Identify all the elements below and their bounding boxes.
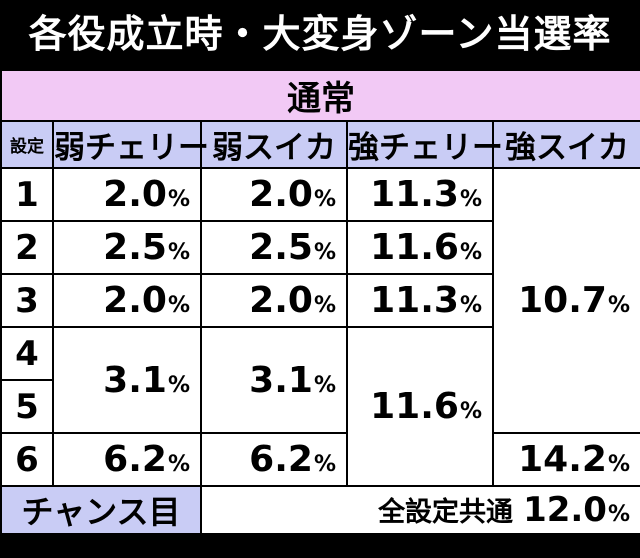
setting-cell: 3	[0, 273, 54, 328]
strong-watermelon-cell-merged: 10.7%	[492, 167, 640, 434]
table-row: 2 2.5% 2.5% 11.6%	[0, 220, 640, 275]
table-row: 4 3.1% 3.1% 11.6%	[0, 326, 640, 487]
header-weak-watermelon: 弱スイカ	[200, 120, 348, 169]
chance-common-label: 全設定共通	[378, 497, 514, 528]
setting-cell: 4	[0, 326, 54, 381]
weak-cherry-cell: 6.2%	[52, 432, 202, 487]
header-strong-watermelon: 強スイカ	[492, 120, 640, 169]
strong-cherry-cell-merged: 11.6%	[346, 326, 494, 487]
header-weak-cherry: 弱チェリー	[52, 120, 209, 169]
strong-cherry-cell: 11.3%	[346, 273, 494, 328]
chance-label: チャンス目	[0, 485, 202, 535]
chance-value: 12.0	[523, 490, 607, 530]
chance-value-cell: 全設定共通 12.0%	[200, 485, 640, 535]
weak-watermelon-cell: 6.2%	[200, 432, 348, 487]
weak-cherry-cell: 2.0%	[52, 273, 202, 328]
weak-cherry-cell-merged: 3.1%	[52, 326, 202, 434]
table-row: 1 2.0% 2.0% 11.3% 10.7%	[0, 167, 640, 434]
weak-watermelon-cell: 2.5%	[200, 220, 348, 275]
table-row: 5	[0, 379, 640, 434]
setting-cell: 6	[0, 432, 54, 487]
table-title: 各役成立時・大変身ゾーン当選率	[0, 0, 640, 69]
strong-cherry-cell: 11.3%	[346, 167, 494, 222]
header-strong-cherry: 強チェリー	[346, 120, 503, 169]
section-header-normal: 通常	[0, 69, 640, 122]
strong-watermelon-cell: 14.2%	[492, 432, 640, 487]
weak-cherry-cell: 2.0%	[52, 167, 202, 222]
weak-watermelon-cell-merged: 3.1%	[200, 326, 348, 434]
table-row: 3 2.0% 2.0% 11.3%	[0, 273, 640, 328]
probability-table: 通常 設定 弱チェリー 弱スイカ 強チェリー 強スイカ 1 2.0% 2.0% …	[0, 69, 640, 535]
weak-cherry-cell: 2.5%	[52, 220, 202, 275]
setting-cell: 1	[0, 167, 54, 222]
strong-cherry-cell: 11.6%	[346, 220, 494, 275]
weak-watermelon-cell: 2.0%	[200, 273, 348, 328]
table-row: 6 6.2% 6.2% 14.2%	[0, 432, 640, 487]
header-setting: 設定	[0, 120, 54, 169]
setting-cell: 2	[0, 220, 54, 275]
weak-watermelon-cell: 2.0%	[200, 167, 348, 222]
setting-cell: 5	[0, 379, 54, 434]
chance-row: チャンス目 全設定共通 12.0%	[0, 485, 640, 535]
